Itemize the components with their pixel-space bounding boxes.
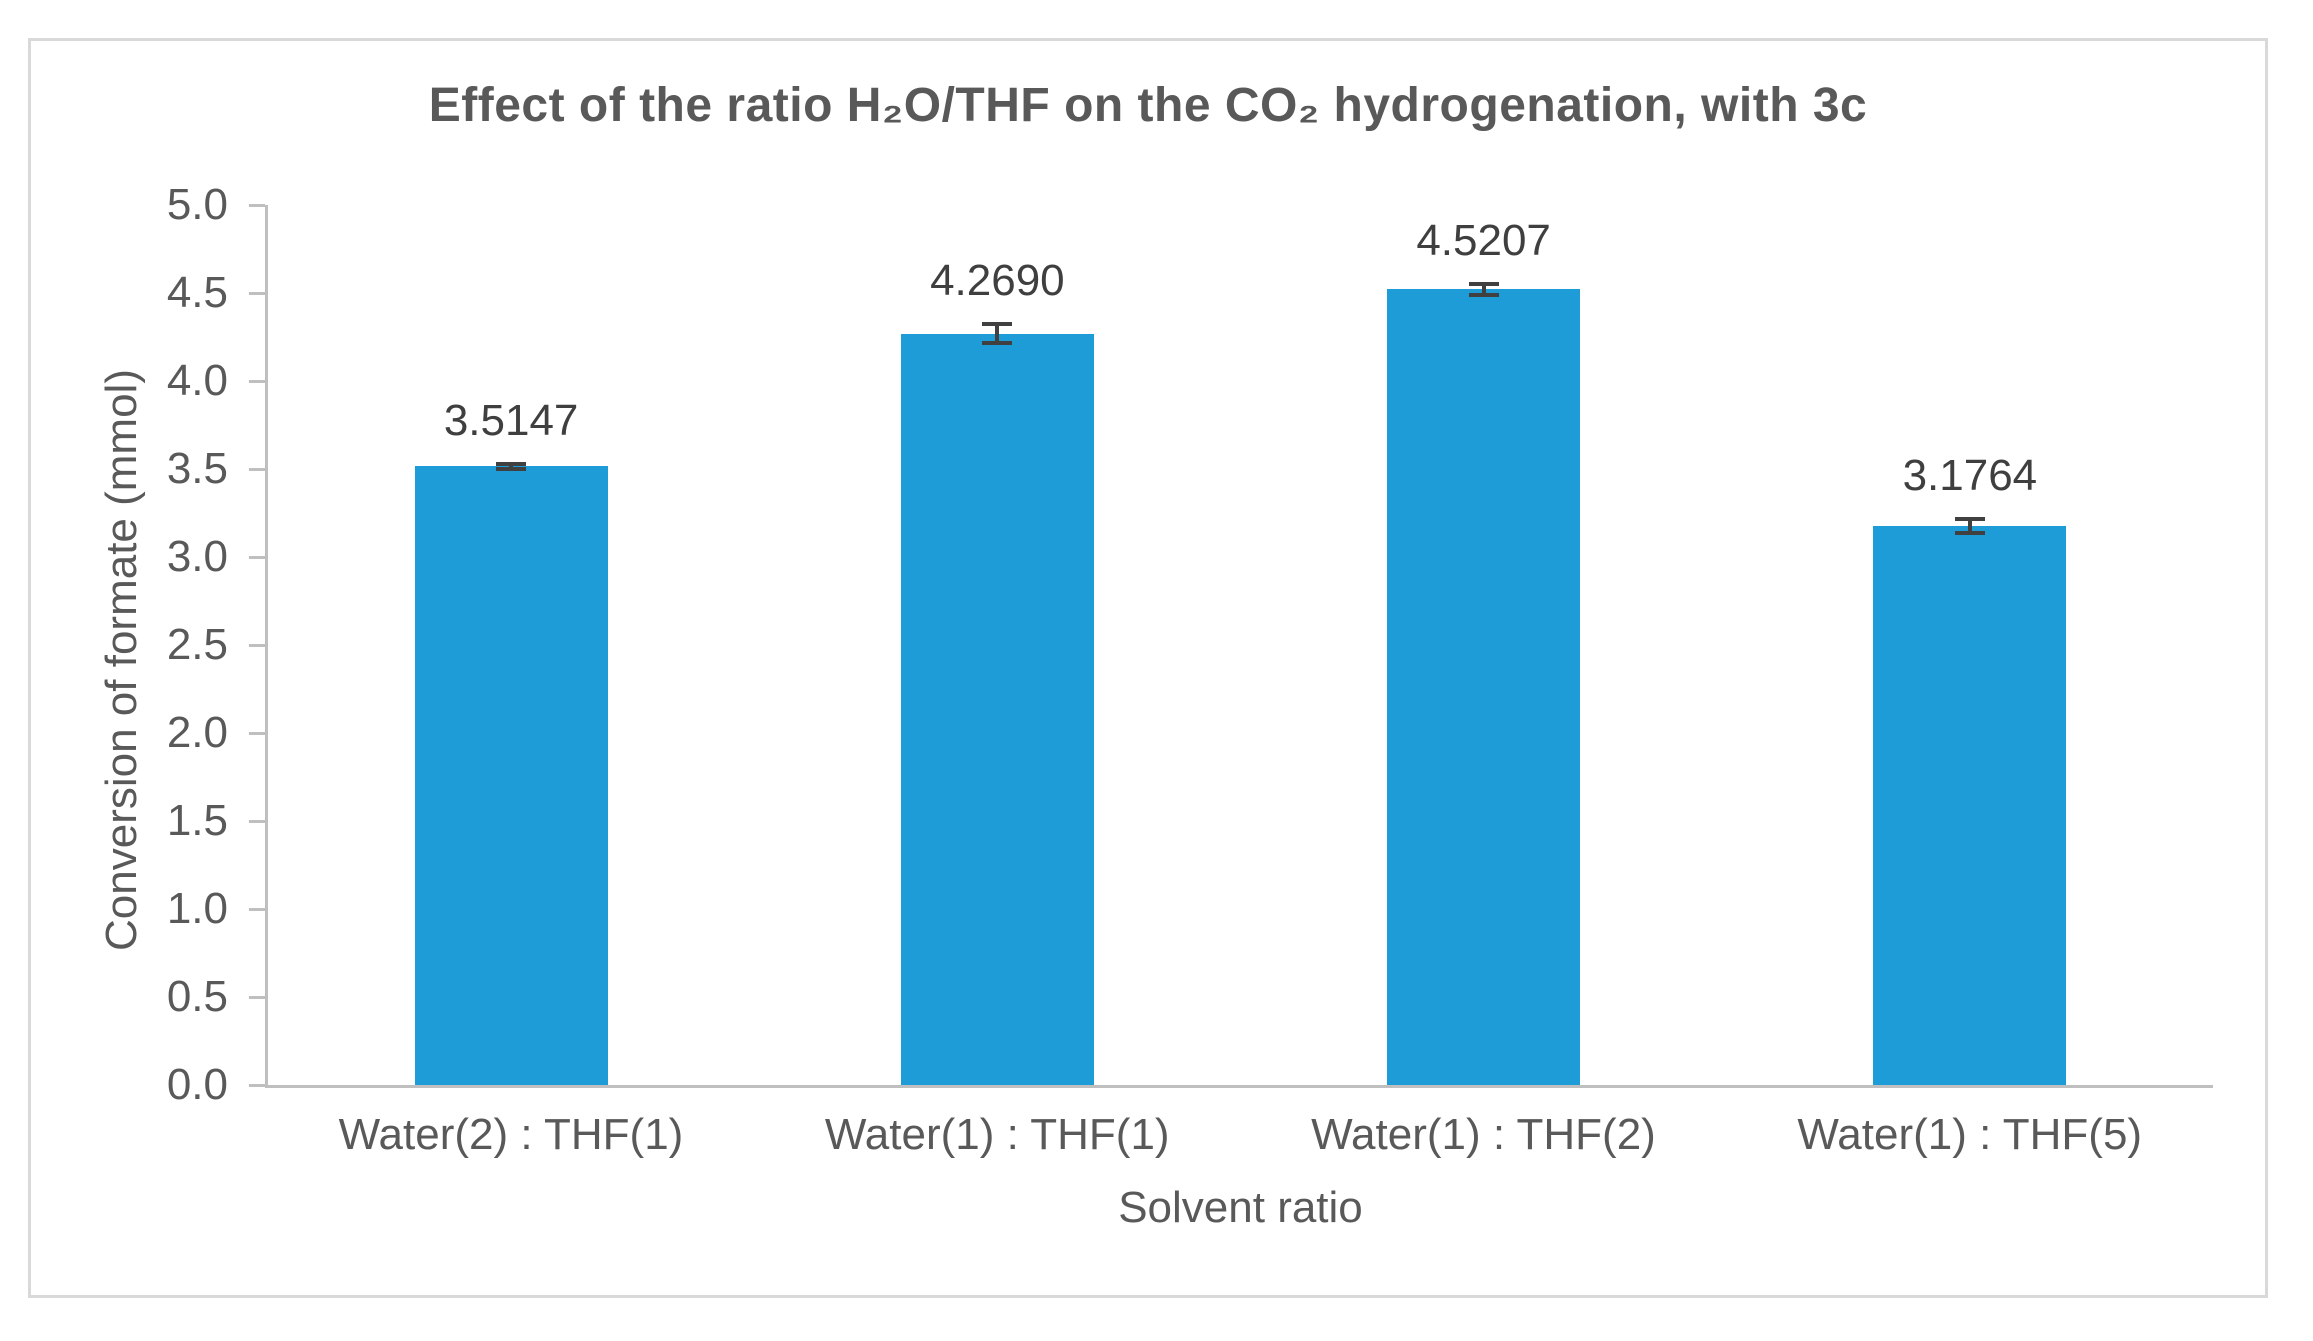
y-axis-tick [249,819,265,823]
y-tick-label: 0.0 [166,1060,228,1109]
y-axis-tick [249,995,265,999]
y-axis-tick [249,907,265,911]
y-axis-tick [249,379,265,383]
error-bar-stem [1481,284,1486,295]
error-bar-cap [1468,282,1499,287]
error-bar-stem [1967,518,1972,533]
bar [414,466,608,1085]
bar-data-label: 4.2690 [930,255,1065,305]
y-axis-title: Conversion of formate (mmol) [97,369,146,951]
y-tick-label: 4.5 [166,268,228,317]
error-bar-cap [1954,531,1985,535]
error-bar-cap [1954,516,1985,521]
y-tick-label: 1.5 [166,796,228,845]
bar-data-label: 3.1764 [1902,450,2038,500]
y-axis-tick [249,291,265,295]
x-axis-title: Solvent ratio [1118,1183,1363,1232]
y-axis-line [265,205,268,1085]
bar [1387,289,1581,1085]
y-axis-tick [249,203,265,207]
error-bar-cap [1468,292,1499,297]
error-bar-cap [982,321,1013,326]
y-tick-label: 2.5 [166,620,228,669]
bar-data-label: 4.5207 [1416,216,1551,266]
y-tick-label: 5.0 [166,180,228,229]
bar [1873,525,2067,1085]
error-bar-stem [509,463,514,470]
error-bar-stem [995,323,1000,344]
x-category-label: Water(1) : THF(1) [824,1110,1170,1159]
y-tick-label: 3.5 [166,444,228,493]
y-tick-label: 2.0 [166,708,228,757]
x-axis-line [265,1085,2213,1088]
y-tick-label: 1.0 [166,884,228,933]
x-category-label: Water(1) : THF(5) [1797,1110,2143,1159]
chart-title: Effect of the ratio H₂O/THF on the CO₂ h… [428,79,1868,132]
y-tick-label: 4.0 [166,356,228,405]
error-bar-cap [982,341,1013,346]
y-tick-label: 0.5 [166,972,228,1021]
error-bar-cap [496,467,527,472]
bar [900,333,1094,1085]
y-axis-tick [249,643,265,647]
x-category-label: Water(2) : THF(1) [338,1110,684,1159]
bar-data-label: 3.5147 [443,395,579,445]
x-category-label: Water(1) : THF(2) [1311,1110,1656,1159]
error-bar-cap [496,461,527,466]
y-axis-tick [249,1083,265,1087]
y-axis-tick [249,731,265,735]
y-axis-tick [249,555,265,559]
y-axis-tick [249,467,265,471]
plot-area: 3.5147 4.2690 4.5207 3.1764 Water(2) : THF(… [249,203,2213,1159]
y-tick-label: 3.0 [166,532,228,581]
